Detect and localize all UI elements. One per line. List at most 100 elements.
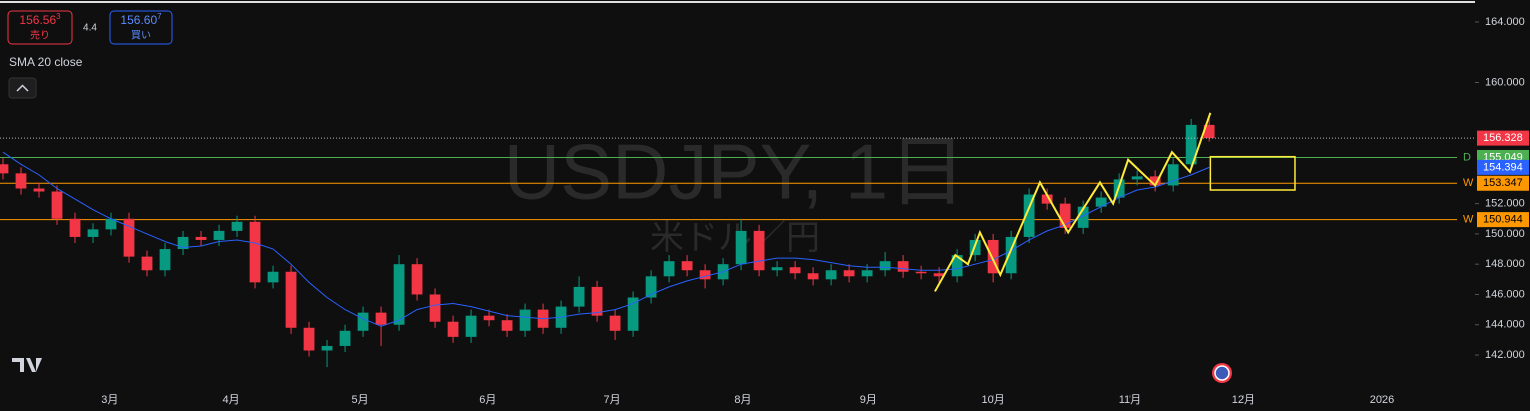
price-tag xyxy=(1477,130,1529,146)
candle-body xyxy=(735,230,747,265)
candle-body xyxy=(411,264,423,295)
price-axis xyxy=(1475,0,1530,411)
spread: 4.4 xyxy=(83,23,97,34)
x-tick-label: 4月 xyxy=(222,394,239,406)
candle-body xyxy=(789,267,801,274)
candle-body xyxy=(681,261,693,271)
candle-body xyxy=(87,229,99,237)
candle-body xyxy=(951,255,963,277)
buy-button[interactable] xyxy=(109,10,173,45)
y-tick-label: 164.000 xyxy=(1485,16,1525,28)
candle-body xyxy=(375,312,387,325)
candle-body xyxy=(501,320,513,331)
candle-body xyxy=(1041,194,1053,204)
sell-pip: 3 xyxy=(56,12,61,21)
watermark-subtitle: 米ドル／円 xyxy=(650,219,820,257)
candle-body xyxy=(825,270,837,280)
candle-body xyxy=(123,218,135,257)
candle-body xyxy=(69,218,81,237)
price-tag-label: 150.944 xyxy=(1483,214,1523,226)
candle-body xyxy=(159,249,171,271)
candle-body xyxy=(1149,176,1161,186)
x-tick-label: 9月 xyxy=(860,394,877,406)
buy-label: 買い xyxy=(131,30,151,42)
level-label: D xyxy=(1463,151,1471,163)
x-tick-label: 3月 xyxy=(101,394,118,406)
candle-body xyxy=(1059,203,1071,228)
candle-body xyxy=(15,173,27,189)
y-tick-label: 150.000 xyxy=(1485,228,1525,240)
candle-body xyxy=(699,270,711,280)
candle-body xyxy=(429,294,441,322)
watermark-title: USDJPY, 1日 xyxy=(504,128,966,216)
logo xyxy=(12,358,42,372)
candle-body xyxy=(771,267,783,271)
x-tick-label: 6月 xyxy=(479,394,496,406)
price-tag xyxy=(1477,175,1529,191)
sell-button[interactable] xyxy=(7,10,73,45)
candle-body xyxy=(285,271,297,328)
candle-body xyxy=(663,261,675,277)
collapse-button[interactable] xyxy=(8,77,37,99)
candle-body xyxy=(357,312,369,331)
candle-body xyxy=(645,276,657,298)
candle-body xyxy=(339,330,351,346)
x-tick-label: 12月 xyxy=(1232,394,1255,406)
candle-body xyxy=(105,218,117,230)
indicator-label: SMA 20 close xyxy=(9,55,83,69)
candle-body xyxy=(1203,124,1215,139)
y-tick-label: 152.000 xyxy=(1485,198,1525,210)
level-label: W xyxy=(1463,177,1474,189)
candle-body xyxy=(897,261,909,272)
y-tick-label: 146.000 xyxy=(1485,288,1525,300)
candle-body xyxy=(1095,197,1107,207)
sell-label: 売り xyxy=(30,29,50,42)
candle-body xyxy=(987,239,999,274)
candle-body xyxy=(177,236,189,250)
candle-body xyxy=(447,321,459,337)
candle-body xyxy=(573,286,585,307)
y-tick-label: 148.000 xyxy=(1485,258,1525,270)
candle-body xyxy=(1185,124,1197,165)
candle-body xyxy=(879,261,891,271)
price-tag-label: 153.347 xyxy=(1483,177,1523,189)
candle-body xyxy=(915,271,927,274)
level-label: W xyxy=(1463,214,1474,226)
candle-body xyxy=(267,271,279,283)
buy-pip: 7 xyxy=(157,12,162,21)
candle-body xyxy=(609,315,621,331)
x-tick-label: 8月 xyxy=(734,394,751,406)
y-tick-label: 144.000 xyxy=(1485,319,1525,331)
candle-body xyxy=(249,221,261,283)
watermark: USDJPY, 1日 米ドル／円 xyxy=(504,128,966,257)
x-tick-label: 7月 xyxy=(604,394,621,406)
sell-price-main: 156.56 xyxy=(19,13,56,27)
candle-body xyxy=(33,188,45,192)
candle-body xyxy=(231,221,243,231)
candle-body xyxy=(807,273,819,280)
candle-body xyxy=(1005,236,1017,274)
candle-body xyxy=(0,164,9,174)
candle-body xyxy=(861,270,873,277)
candle-body xyxy=(519,309,531,331)
candle-body xyxy=(1167,164,1179,186)
price-tag-label: 154.394 xyxy=(1483,161,1523,173)
price-tag xyxy=(1477,212,1529,228)
candle-body xyxy=(591,286,603,316)
x-tick-label: 5月 xyxy=(351,394,368,406)
candle-body xyxy=(465,315,477,337)
buy-price: 156.607 xyxy=(120,12,162,27)
candle-body xyxy=(483,315,495,321)
candle-body xyxy=(1077,206,1089,228)
zone-box xyxy=(1209,155,1296,191)
sma-line xyxy=(2,151,1210,327)
zigzag-drawing xyxy=(934,112,1212,292)
candle-body xyxy=(321,345,333,351)
price-tag-label: 156.328 xyxy=(1483,132,1523,144)
candle-body xyxy=(303,327,315,351)
plot-area: D W W xyxy=(0,112,1475,368)
x-tick-label: 2026 xyxy=(1370,394,1394,406)
y-tick-label: 142.000 xyxy=(1485,349,1525,361)
